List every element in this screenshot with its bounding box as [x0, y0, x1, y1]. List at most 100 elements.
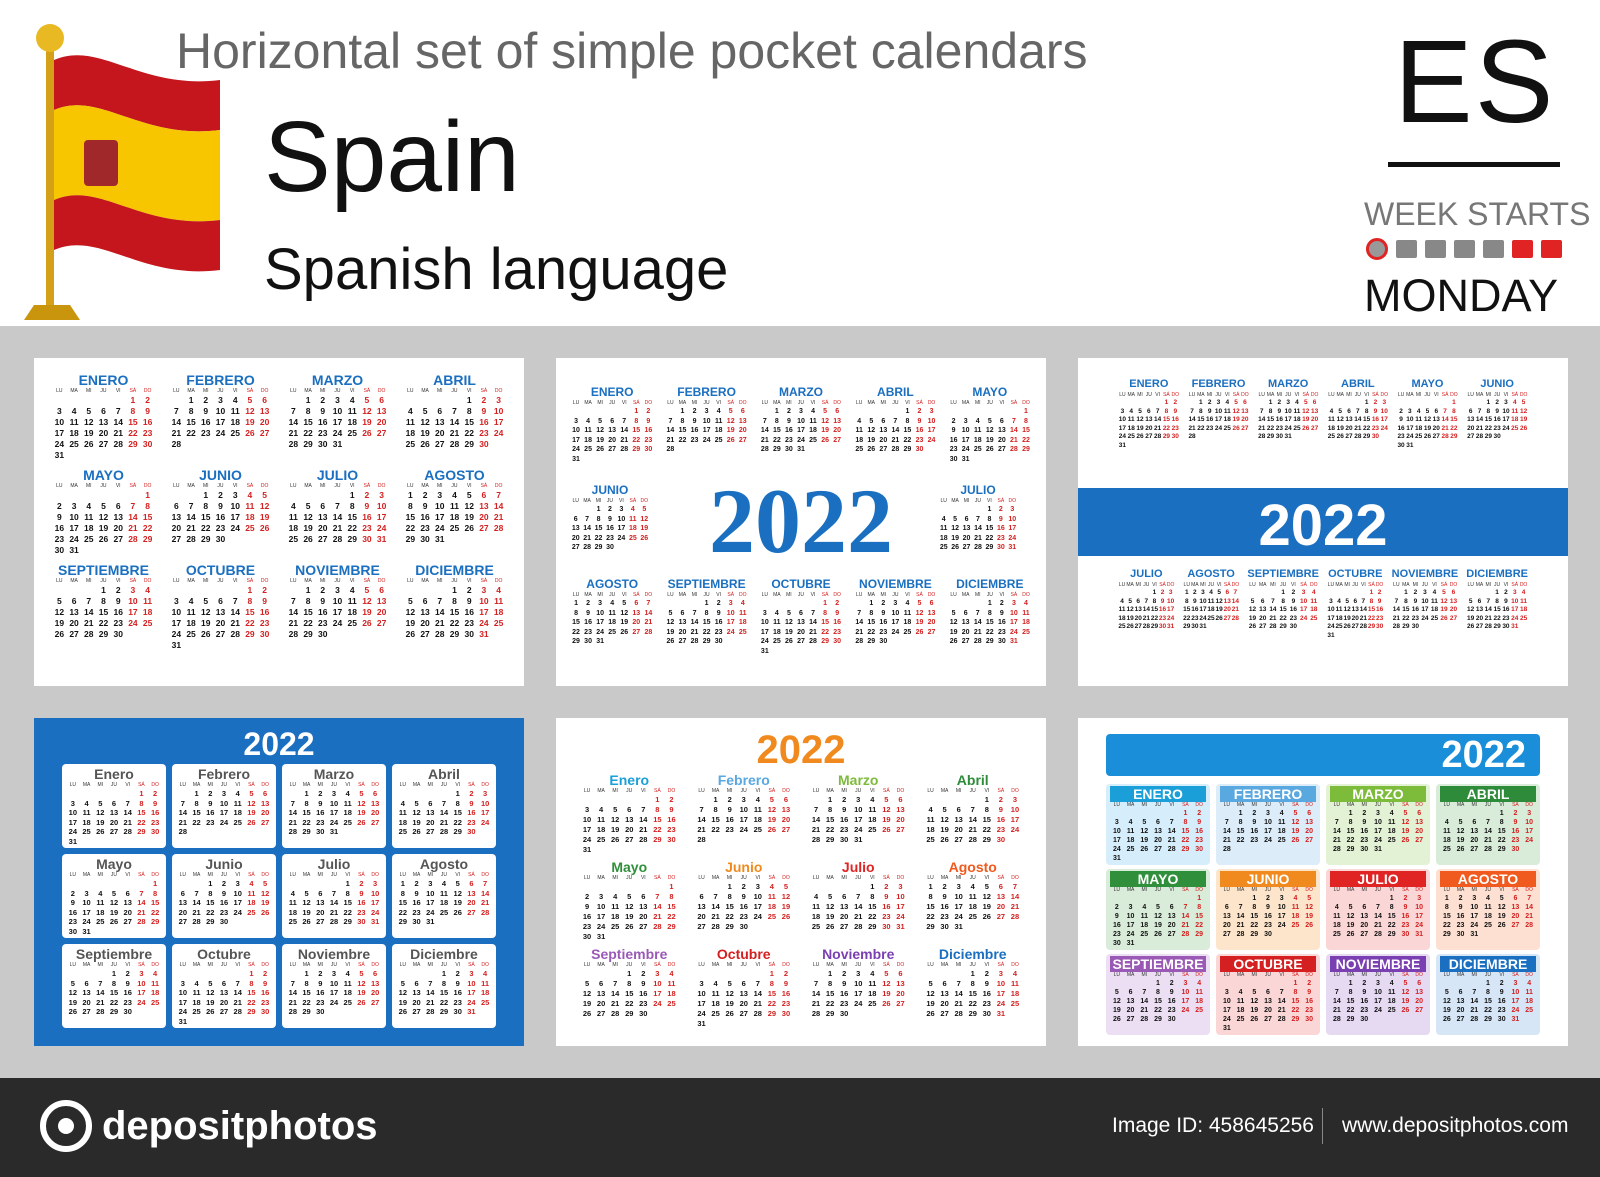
day-cell: 31: [1406, 441, 1414, 449]
day-cell: 26: [259, 523, 270, 533]
day-header: LU: [173, 483, 180, 489]
day-cell: 20: [1305, 828, 1314, 835]
day-cell: 26: [98, 534, 109, 544]
day-cell: 13: [1145, 416, 1153, 423]
day-cell: 5: [203, 596, 209, 606]
day-headers: LU MA MI JU VI SÁ DO: [286, 578, 389, 585]
day-cell: 10: [617, 515, 626, 523]
day-header: SÁ: [997, 875, 1005, 881]
day-cell: 21: [811, 825, 821, 834]
day-cell: 8: [1348, 819, 1353, 826]
day-header: MI: [437, 388, 443, 394]
day-header: MI: [1361, 887, 1368, 893]
day-cell: 21: [288, 428, 299, 438]
day-cell: 8: [769, 979, 774, 988]
day-cell: 31: [54, 450, 65, 460]
day-cell: 23: [997, 628, 1006, 636]
day-cell: 11: [739, 609, 747, 617]
week-start-day: MONDAY: [1364, 270, 1559, 321]
day-cell: 27: [426, 827, 435, 836]
day-cell: 14: [1277, 998, 1286, 1005]
day-header: VI: [984, 788, 990, 794]
day-header: MA: [192, 872, 201, 878]
day-cell: 10: [1199, 597, 1207, 605]
month-block: Agosto LU MA MI JU VI SÁ DO 1 2 3 4 5 6 7 8 9 10 11 12 13 14 1…: [924, 859, 1023, 942]
day-cell: 18: [96, 907, 105, 917]
day-cell: 6: [84, 978, 89, 988]
day-cell: 2: [783, 969, 789, 978]
day-cell: 7: [975, 609, 980, 617]
day-cell: 10: [596, 609, 605, 617]
day-header: JU: [440, 962, 448, 968]
day-cell: 26: [245, 428, 255, 438]
day-header: DO: [151, 872, 159, 878]
day-header: MA: [1402, 582, 1410, 588]
day-cell: 12: [625, 902, 634, 911]
day-cell: 1: [304, 789, 309, 798]
day-header: SÁ: [1159, 582, 1166, 588]
day-cell: 25: [347, 428, 357, 438]
day-cell: 3: [173, 596, 179, 606]
day-cell: 20: [596, 999, 606, 1008]
day-cell: 16: [467, 808, 476, 817]
day-header: LU: [1333, 887, 1341, 893]
day-cell: 19: [781, 902, 791, 911]
day-cell: 4: [1337, 597, 1341, 605]
month-block: NOVIEMBRE LU MA MI JU VI SÁ DO 1 2 3 4 5 6 7 8 9 10 11 12 13…: [1326, 954, 1430, 1035]
day-cell: 9: [584, 902, 590, 911]
day-header: MA: [1126, 582, 1134, 588]
site-link[interactable]: www.depositphotos.com: [1342, 1114, 1569, 1137]
day-header: SÁ: [1223, 582, 1231, 588]
day-header: VI: [466, 578, 472, 584]
day-cell: 18: [714, 427, 723, 434]
day-header: DO: [377, 388, 386, 394]
month-block: Febrero LU MA MI JU VI SÁ DO 1 2 3 4 5 6 7 8 9 10 11 12 13 14…: [172, 764, 276, 848]
day-cell: 11: [494, 596, 504, 606]
day-cell: 23: [259, 618, 270, 628]
month-block: ABRIL LU MA MI JU VI SÁ DO 1 2 3 4 5 6 7 8 9 10 11 12 13 14 15…: [403, 372, 506, 461]
day-cell: 31: [697, 1019, 706, 1028]
day-header: LU: [56, 388, 63, 394]
day-header: MI: [612, 875, 618, 881]
day-cell: 7: [290, 596, 296, 606]
day-cell: 2: [1277, 399, 1282, 406]
day-cell: 24: [797, 436, 805, 444]
month-block: Enero LU MA MI JU VI SÁ DO 1 2 3 4 5 6 7 8 9 10 11 12 13 14 15…: [580, 772, 679, 855]
day-cell: 23: [1167, 1007, 1176, 1014]
day-cell: 2: [455, 969, 460, 978]
day-grid: 1 2 3 4 5 6 7 8 9 10 11 12 13 14 15 16 17 18 19 20 21 22 23 24 2…: [396, 969, 492, 1017]
day-header: JU: [609, 592, 616, 598]
day-cell: 11: [288, 898, 297, 907]
day-cell: 19: [1401, 998, 1410, 1005]
day-cell: 17: [1008, 525, 1017, 532]
day-cell: 7: [1334, 819, 1339, 826]
day-header: JU: [1154, 887, 1162, 893]
day-header: DO: [371, 962, 379, 968]
day-cell: 7: [1142, 989, 1147, 996]
day-cell: 7: [1012, 882, 1018, 891]
day-cell: 7: [893, 417, 898, 425]
day-cell: 1: [574, 600, 578, 607]
month-block: ABRIL LU MA MI JU VI SÁ DO 1 2 3 4 5 6 7 8 9 10 11 12 13 14 15…: [1436, 784, 1540, 865]
day-cell: 18: [1293, 416, 1301, 423]
day-cell: 9: [1458, 904, 1463, 911]
day-cell: 4: [249, 879, 254, 888]
day-cell: 15: [1367, 606, 1376, 613]
day-cell: 23: [123, 997, 132, 1007]
day-cell: 7: [692, 609, 697, 617]
day-cell: 29: [982, 835, 991, 844]
day-cell: 8: [1499, 819, 1504, 826]
day-cell: 22: [653, 825, 662, 834]
day-cell: 5: [305, 501, 311, 511]
month-block: NOVIEMBRE LU MA MI JU VI SÁ DO 1 2 3 4 5 6 7 8 9 10 11 12 13…: [286, 562, 389, 651]
day-header: MA: [1475, 392, 1484, 398]
day-cell: 4: [1389, 810, 1394, 817]
day-cell: 27: [1449, 614, 1458, 622]
day-cell: 4: [1142, 904, 1147, 911]
day-grid: 1 2 3 4 5 6 7 8 9 10 11 12 13 14 15 16 17 18 19 20 21 22 23 24 2…: [580, 795, 679, 855]
brand-logo[interactable]: depositphotos: [40, 1100, 378, 1152]
day-cell: 6: [1128, 989, 1133, 996]
day-cell: 30: [260, 1007, 270, 1016]
day-cell: 20: [1470, 837, 1479, 844]
day-cell: 24: [479, 618, 489, 628]
